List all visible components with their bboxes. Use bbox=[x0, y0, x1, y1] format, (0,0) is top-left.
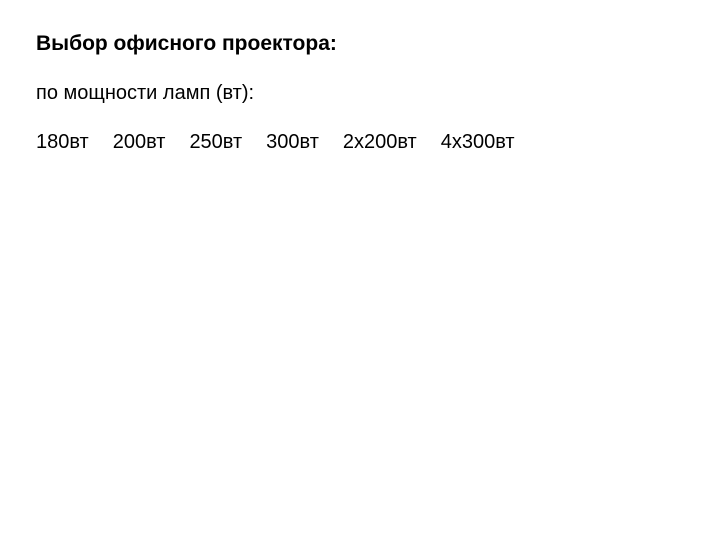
wattage-option-250[interactable]: 250вт bbox=[189, 131, 242, 154]
wattage-option-300[interactable]: 300вт bbox=[266, 131, 319, 154]
wattage-option-2x200[interactable]: 2х200вт bbox=[343, 131, 417, 154]
page-subheading: по мощности ламп (вт): bbox=[36, 82, 684, 105]
page-heading: Выбор офисного проектора: bbox=[36, 32, 684, 56]
wattage-option-4x300[interactable]: 4х300вт bbox=[441, 131, 515, 154]
wattage-option-180[interactable]: 180вт bbox=[36, 131, 89, 154]
wattage-options: 180вт 200вт 250вт 300вт 2х200вт 4х300вт bbox=[36, 131, 684, 154]
wattage-option-200[interactable]: 200вт bbox=[113, 131, 166, 154]
